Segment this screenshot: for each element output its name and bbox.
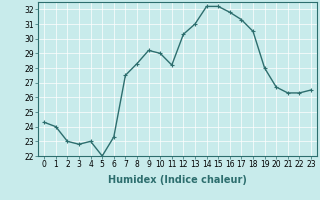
X-axis label: Humidex (Indice chaleur): Humidex (Indice chaleur)	[108, 175, 247, 185]
